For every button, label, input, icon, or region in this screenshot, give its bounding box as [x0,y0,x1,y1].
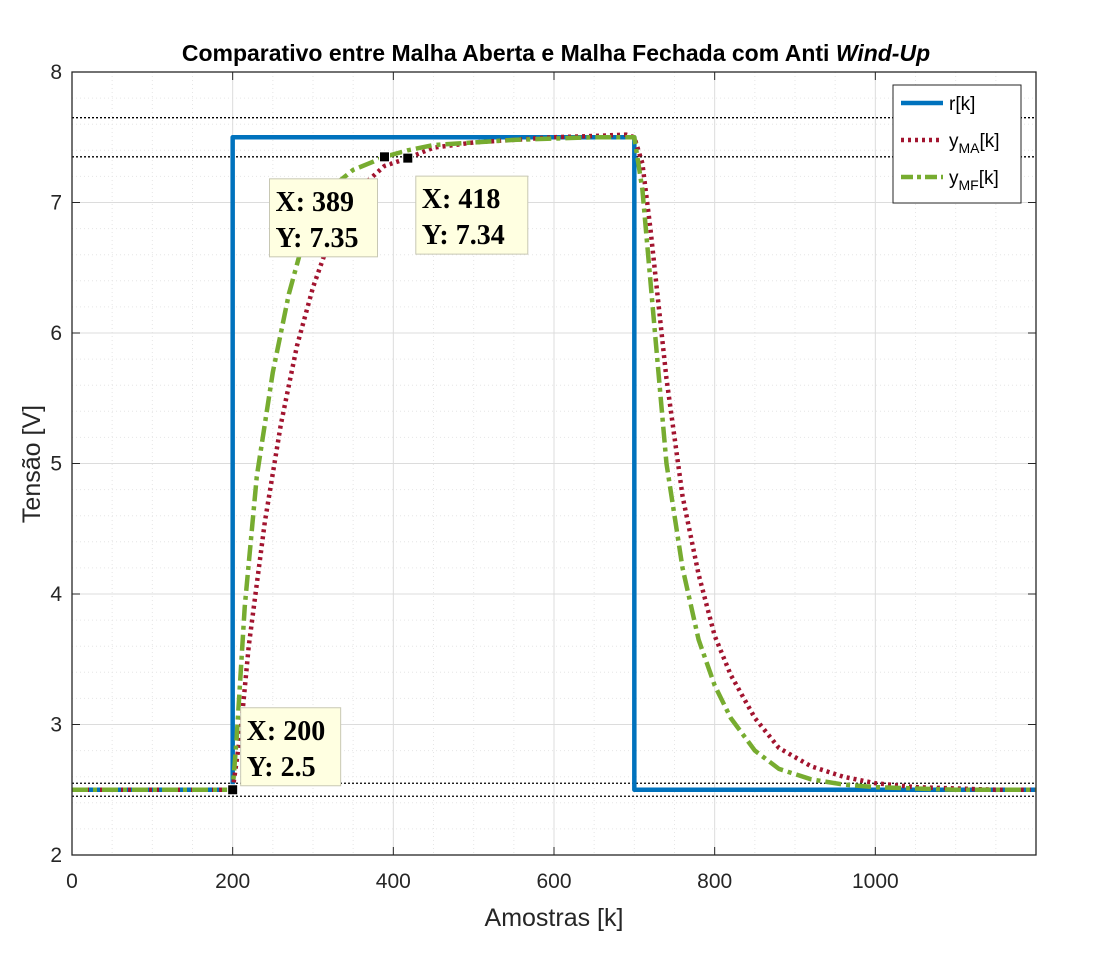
axis-ticks [71,71,1036,856]
y-tick-label: 5 [50,453,62,476]
y-tick-label: 4 [50,583,62,606]
legend: r[k] yMA[k] yMF[k] [892,84,1022,204]
series-line-2 [72,135,1036,792]
y-tick-label: 2 [50,844,62,867]
datatip-y-label: Y: 7.35 [275,223,358,254]
datatip-marker[interactable] [378,151,390,163]
y-tick-label: 8 [50,61,62,84]
datatips: X: 389 Y: 7.35 X: 418 Y: 7.34 X: 200 Y: 2.5 [240,175,529,787]
x-tick-label: 0 [66,870,78,893]
datatip-x-label: X: 389 [275,187,354,218]
x-tick-label: 400 [376,870,411,893]
datatip-box [268,178,378,258]
datatip-box [415,175,529,255]
x-tick-label: 600 [536,870,571,893]
y-tick-label: 3 [50,714,62,737]
datatip-x-label: X: 418 [422,184,501,215]
legend-label-1: yMA[k] [949,131,1000,156]
datatip-markers [227,151,414,796]
y-tick-label: 6 [50,322,62,345]
chart-title-main: Comparativo entre Malha Aberta e Malha F… [182,40,836,66]
datatip-marker[interactable] [227,784,239,796]
tick-labels: 0 200 400 600 800 1000 2 3 4 5 6 7 8 [50,61,898,893]
datatip-marker[interactable] [402,152,414,164]
chart-title-italic: Wind-Up [836,40,930,66]
y-axis-label: Tensão [V] [18,405,46,523]
x-tick-label: 200 [215,870,250,893]
chart-title: Comparativo entre Malha Aberta e Malha F… [182,40,930,66]
datatip-box [240,707,342,787]
datatip-x-label: X: 200 [247,716,326,747]
legend-label-0: r[k] [949,94,975,115]
x-tick-label: 1000 [852,870,899,893]
datatip-y-label: Y: 2.5 [247,752,316,783]
legend-label-2: yMF[k] [949,168,999,193]
datatip-y-label: Y: 7.34 [422,220,505,251]
y-tick-label: 7 [50,192,62,215]
series-group [72,132,1036,792]
plot-area [71,71,1037,856]
x-axis-label: Amostras [k] [485,904,624,932]
x-tick-label: 800 [697,870,732,893]
